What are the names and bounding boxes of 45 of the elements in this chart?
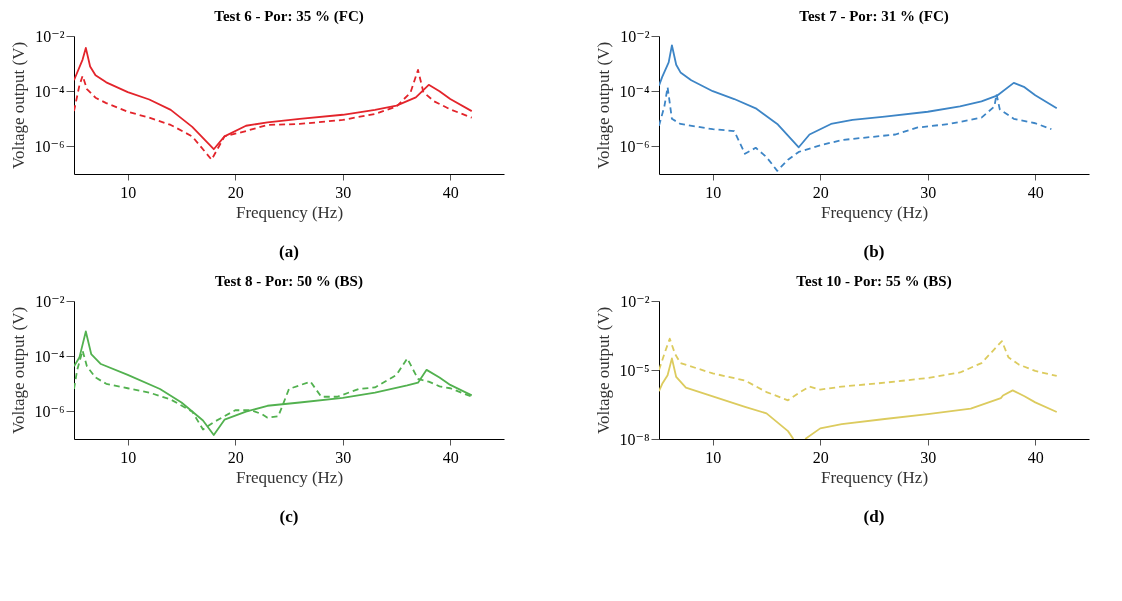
x-tick-label: 40: [1027, 183, 1044, 201]
x-axis-title: Frequency (Hz): [235, 467, 344, 487]
x-tick-label: 30: [920, 183, 937, 201]
y-axis-title: Voltage output (V): [594, 306, 614, 435]
x-tick-label: 10: [705, 183, 722, 201]
y-tick-label: 10⁻⁵: [619, 361, 650, 379]
x-tick-label: 20: [812, 183, 829, 201]
x-tick-label: 40: [442, 183, 459, 201]
y-tick-label: 10⁻⁶: [619, 137, 650, 155]
x-tick-label: 40: [1027, 448, 1044, 466]
y-tick-label: 10⁻⁴: [34, 347, 65, 365]
y-axis-title: Voltage output (V): [9, 41, 29, 170]
y-tick-label: 10⁻⁴: [619, 82, 650, 100]
text: (a): [279, 242, 299, 261]
y-tick-label: 10⁻⁴: [34, 82, 65, 100]
y-axis-title: Voltage output (V): [594, 41, 614, 170]
x-tick-label: 10: [120, 183, 137, 201]
x-tick-label: 30: [920, 448, 937, 466]
x-tick-label: 20: [227, 183, 244, 201]
x-tick-label: 30: [335, 183, 352, 201]
y-axis-title: Voltage output (V): [9, 306, 29, 435]
chart-title: Test 10 - Por: 55 % (BS): [796, 273, 952, 290]
x-tick-label: 10: [705, 448, 722, 466]
text: (d): [863, 507, 885, 526]
y-tick-label: 10⁻²: [35, 292, 65, 310]
y-tick-label: 10⁻²: [620, 292, 650, 310]
y-tick-label: 10⁻²: [35, 27, 65, 45]
chart-title: Test 6 - Por: 35 % (FC): [214, 8, 364, 25]
y-tick-label: 10⁻²: [620, 27, 650, 45]
x-axis-title: Frequency (Hz): [820, 202, 929, 222]
line-series: [659, 337, 1058, 402]
x-tick-label: 30: [335, 448, 352, 466]
x-axis-title: Frequency (Hz): [235, 202, 344, 222]
y-tick-label: 10⁻⁶: [34, 402, 65, 420]
x-tick-label: 40: [442, 448, 459, 466]
x-axis-title: Frequency (Hz): [820, 467, 929, 487]
y-tick-label: 10⁻⁸: [619, 430, 650, 448]
chart-title: Test 8 - Por: 50 % (BS): [215, 273, 363, 290]
x-tick-label: 20: [812, 448, 829, 466]
text: (b): [863, 242, 885, 261]
x-tick-label: 20: [227, 448, 244, 466]
text: (c): [279, 507, 299, 526]
y-tick-label: 10⁻⁶: [34, 137, 65, 155]
x-tick-label: 10: [120, 448, 137, 466]
chart-title: Test 7 - Por: 31 % (FC): [799, 8, 949, 25]
